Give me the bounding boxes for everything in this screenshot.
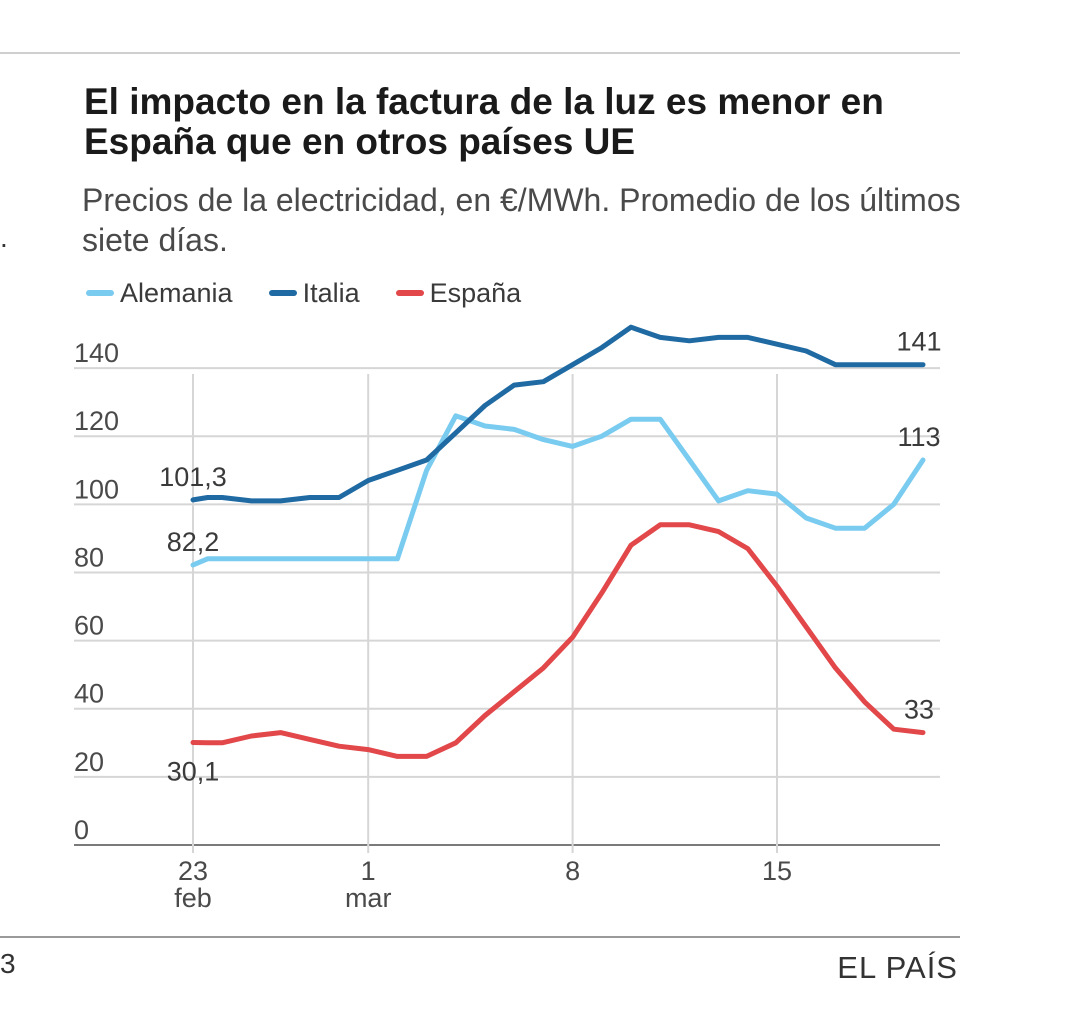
x-tick-label: 23	[178, 856, 208, 886]
legend-swatch-espana	[395, 290, 424, 296]
y-tick-label: 20	[74, 747, 104, 777]
y-tick-label: 60	[74, 611, 104, 641]
chart-title: El impacto en la factura de la luz es me…	[84, 81, 884, 162]
legend-item-alemania: Alemania	[86, 278, 233, 309]
legend-label-espana: España	[429, 277, 522, 308]
top-rule	[0, 52, 960, 54]
x-tick-sublabel: mar	[345, 883, 392, 913]
x-tick-sublabel: feb	[174, 883, 212, 913]
chart-subtitle: Precios de la electricidad, en €/MWh. Pr…	[82, 182, 961, 258]
legend-item-italia: Italia	[268, 277, 360, 309]
y-tick-label: 80	[74, 542, 104, 572]
start-label-espana: 30,1	[167, 756, 220, 786]
series-line-alemania	[190, 413, 926, 568]
x-tick-label: 1	[361, 856, 376, 886]
x-tick-label: 8	[565, 856, 580, 886]
series-line-espana	[190, 522, 926, 759]
end-label-espana: 33	[904, 695, 934, 725]
legend-label-alemania: Alemania	[120, 277, 233, 308]
series-line-italia	[190, 324, 926, 504]
source-logo-text: EL PAÍS	[837, 950, 958, 985]
legend: Alemania Italia España	[86, 276, 521, 310]
legend-item-espana: España	[395, 277, 522, 309]
y-tick-label: 0	[74, 815, 89, 845]
y-tick-label: 120	[74, 406, 119, 436]
y-tick-label: 40	[74, 679, 104, 709]
bottom-rule	[0, 936, 960, 938]
legend-label-italia: Italia	[302, 277, 360, 308]
y-tick-label: 140	[74, 338, 119, 368]
x-tick-label: 15	[762, 856, 792, 886]
end-label-italia: 141	[896, 327, 941, 357]
end-label-alemania: 113	[897, 422, 940, 452]
start-label-italia: 101,3	[159, 462, 227, 492]
cropped-edge-dot: .	[0, 222, 8, 253]
cropped-edge-glyph: 3	[0, 948, 16, 979]
start-label-alemania: 82,2	[167, 527, 220, 557]
y-tick-label: 100	[74, 474, 119, 504]
legend-swatch-alemania	[86, 290, 114, 296]
legend-swatch-italia	[268, 290, 297, 296]
